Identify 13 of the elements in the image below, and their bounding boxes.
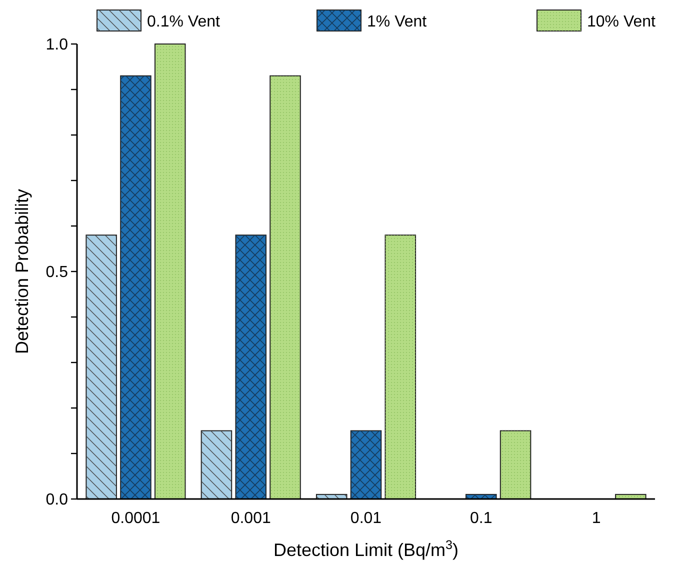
legend-label: 1% Vent xyxy=(367,14,428,31)
legend-label: 0.1% Vent xyxy=(147,14,220,31)
x-tick-label: 0.001 xyxy=(230,510,271,527)
x-tick-label: 0.1 xyxy=(470,510,492,527)
y-tick-label: 0.5 xyxy=(46,264,68,282)
y-axis-title: Detection Probability xyxy=(12,188,32,354)
y-tick-label: 1.0 xyxy=(46,36,68,54)
legend-label: 10% Vent xyxy=(587,14,656,31)
x-tick-label: 0.01 xyxy=(350,510,382,527)
x-tick-label: 1 xyxy=(592,510,601,527)
y-tick-label: 0.0 xyxy=(46,492,68,509)
x-tick-label: 0.0001 xyxy=(111,510,160,527)
x-axis-title: Detection Limit (Bq/m$^{3}$) xyxy=(273,538,459,560)
